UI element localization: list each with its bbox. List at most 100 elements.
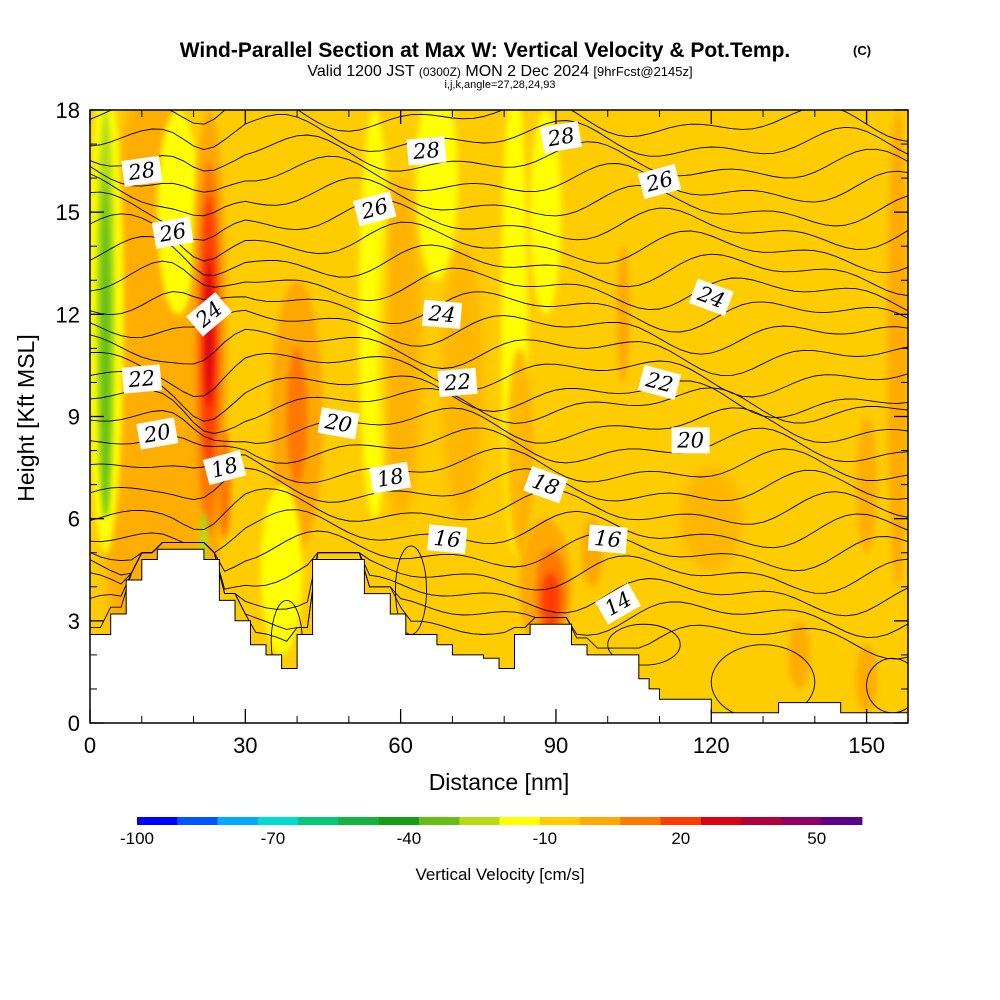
colorbar-swatch-5 <box>298 817 339 825</box>
velocity-cell-4 <box>100 178 111 519</box>
contour-label-9: 24 <box>422 299 463 329</box>
theta-contour-line <box>90 114 908 157</box>
contour-label-text: 22 <box>442 369 472 395</box>
theta-contour-line <box>90 213 908 274</box>
x-axis-label: Distance [nm] <box>429 769 570 795</box>
theta-contour-line <box>90 173 908 227</box>
contour-label-box <box>406 136 447 166</box>
contour-label-text: 24 <box>427 301 457 327</box>
contour-label-7: 28 <box>406 136 447 166</box>
contour-label-box <box>151 216 194 249</box>
contour-label-box <box>637 364 682 400</box>
terrain <box>90 548 908 723</box>
theta-contour-line <box>90 155 908 203</box>
contour-label-2: 26 <box>151 216 194 249</box>
y-tick-label: 0 <box>68 711 80 736</box>
subtitle-valid: Valid 1200 JST <box>307 63 415 80</box>
contour-label-text: 20 <box>141 419 172 447</box>
colorbar-swatch-14 <box>660 817 702 825</box>
y-tick-label: 9 <box>68 405 80 430</box>
x-tick-label: 90 <box>544 733 568 758</box>
theta-contour-line <box>90 427 908 464</box>
contour-label-box <box>352 191 397 227</box>
copyright-mark: (C) <box>853 43 871 58</box>
velocity-cell-26 <box>617 246 630 383</box>
colorbar-swatch-9 <box>459 817 500 825</box>
theta-contour-line <box>90 407 908 444</box>
velocity-cell-20 <box>530 110 562 315</box>
velocity-cell-27 <box>680 467 743 570</box>
velocity-cell-9 <box>204 256 214 407</box>
contour-label-text: 22 <box>126 366 156 392</box>
contour-label-21: 20 <box>671 427 710 454</box>
title-block: Wind-Parallel Section at Max W: Vertical… <box>180 39 871 91</box>
theta-contour-line <box>90 530 908 572</box>
contour-label-box <box>121 364 162 394</box>
colorbar-swatch-4 <box>257 817 299 825</box>
contour-label-12: 18 <box>369 461 412 494</box>
chart-subtitle: Valid 1200 JST (0300Z) MON 2 Dec 2024 [9… <box>307 63 692 80</box>
theta-contour-line <box>90 134 908 179</box>
contour-labels: 2826242220182826242022181628181614262422… <box>121 121 734 625</box>
contour-label-text: 28 <box>545 123 576 151</box>
velocity-cell-29 <box>856 644 877 713</box>
contour-label-box <box>427 524 468 554</box>
colorbar-label: Vertical Velocity [cm/s] <box>415 865 584 884</box>
contour-label-text: 26 <box>157 218 188 246</box>
contour-label-box <box>540 121 583 154</box>
contour-label-box <box>688 278 734 317</box>
theta-contour-line <box>90 260 908 312</box>
contour-label-13: 16 <box>427 524 468 554</box>
axes: 0 30 60 90 120 150 0 3 6 9 12 15 18 <box>56 98 908 758</box>
contour-label-text: 16 <box>433 526 462 552</box>
velocity-cell-30 <box>887 110 908 587</box>
y-tick-label: 6 <box>68 507 80 532</box>
chart-title: Wind-Parallel Section at Max W: Vertical… <box>180 39 791 62</box>
contour-label-text: 20 <box>676 428 704 452</box>
contour-label-box <box>437 367 478 398</box>
contour-label-box <box>523 465 568 504</box>
colorbar-swatch-8 <box>418 817 460 825</box>
y-tick-label: 18 <box>56 98 80 123</box>
velocity-cell-31 <box>856 416 877 553</box>
contour-label-box <box>202 450 247 486</box>
colorbar-tick-label: -40 <box>397 829 422 848</box>
velocity-cell-14 <box>260 484 303 655</box>
contour-label-11: 22 <box>437 367 478 398</box>
colorbar-tick-label: 50 <box>807 829 826 848</box>
colorbar-swatch-6 <box>338 817 380 825</box>
colorbar-tick-label: 20 <box>671 829 690 848</box>
colorbar-swatch-12 <box>580 817 621 825</box>
colorbar-swatch-7 <box>378 817 420 825</box>
x-tick-label: 120 <box>693 733 730 758</box>
contour-label-16: 16 <box>587 524 628 554</box>
contour-label-5: 20 <box>136 417 179 450</box>
theta-contour-closed-2 <box>607 623 681 666</box>
colorbar-swatch-13 <box>620 817 662 825</box>
theta-contour-line <box>90 542 908 617</box>
colorbar-swatch-15 <box>700 817 742 825</box>
contour-label-text: 28 <box>411 138 441 164</box>
theta-contour-line <box>90 328 908 377</box>
contour-label-text: 16 <box>593 526 622 552</box>
theta-contour-line <box>90 110 908 142</box>
contour-label-box <box>186 292 233 337</box>
colorbar-swatch-2 <box>177 817 218 825</box>
contour-label-box <box>671 427 710 454</box>
theta-contour-line <box>90 351 908 398</box>
colorbar-swatch-18 <box>821 817 863 825</box>
theta-contour-line <box>90 370 908 422</box>
contour-label-4: 22 <box>121 364 162 394</box>
x-tick-label: 0 <box>84 733 96 758</box>
theta-contour-line <box>90 488 908 531</box>
subtitle-date: MON 2 Dec 2024 <box>465 63 589 80</box>
contour-label-18: 26 <box>637 164 682 199</box>
x-tick-label: 150 <box>848 733 885 758</box>
contour-label-box <box>317 407 360 440</box>
colorbar-swatch-10 <box>499 817 541 825</box>
grid-info: i,j,k,angle=27,28,24,93 <box>444 79 555 91</box>
contour-label-text: 28 <box>126 158 157 186</box>
theta-contour-line <box>90 542 908 594</box>
y-tick-label: 12 <box>56 302 80 327</box>
